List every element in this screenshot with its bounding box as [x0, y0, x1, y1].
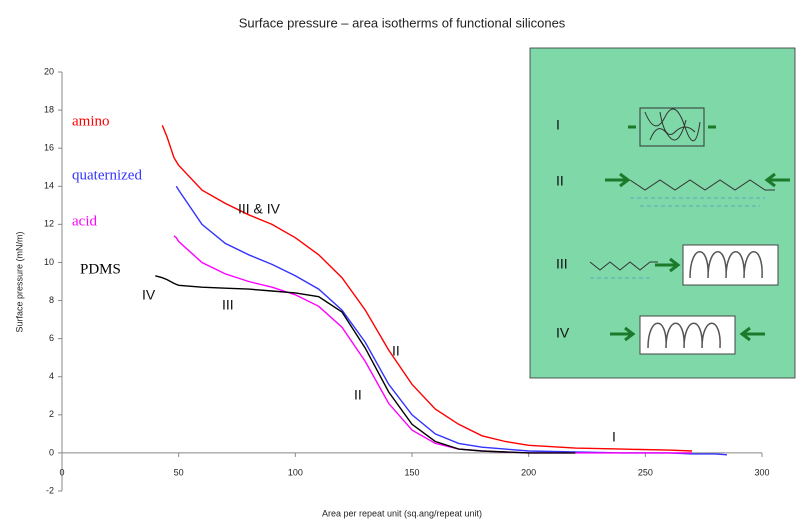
annotation: III & IV [238, 201, 281, 217]
annotation: II [392, 343, 400, 359]
x-axis-title: Area per repeat unit (sq.ang/repeat unit… [322, 508, 482, 518]
coil-box [682, 244, 779, 286]
coil [689, 251, 763, 279]
y-tick-label: 20 [44, 66, 54, 76]
x-tick-label: 50 [174, 467, 184, 477]
coil [647, 322, 721, 349]
y-tick-label: 8 [49, 295, 54, 305]
coil-box [639, 315, 736, 355]
x-tick-label: 200 [521, 467, 536, 477]
arrow [605, 172, 631, 188]
annotation: I [612, 429, 616, 445]
y-tick-label: 0 [49, 447, 54, 457]
y-tick-label: -2 [46, 485, 54, 495]
x-tick-label: 0 [59, 467, 64, 477]
inset-label: II [556, 173, 564, 189]
chain [629, 179, 775, 191]
series-line [155, 275, 576, 454]
x-tick-label: 150 [404, 467, 419, 477]
y-tick-label: 2 [49, 409, 54, 419]
inset-label: IV [556, 325, 570, 341]
tangle [644, 108, 701, 142]
x-tick-label: 300 [754, 467, 769, 477]
water [630, 197, 765, 207]
arrow [655, 257, 681, 273]
arrow [610, 326, 636, 342]
y-axis-title: Surface pressure (mN/m) [14, 231, 24, 332]
y-tick-label: 18 [44, 104, 54, 114]
annotation: III [222, 297, 234, 313]
annotation: IV [142, 287, 156, 303]
legend-label: acid [72, 213, 97, 229]
inset-label: III [556, 256, 568, 272]
y-tick-label: 6 [49, 333, 54, 343]
y-tick-label: 4 [49, 371, 54, 381]
annotation: II [354, 387, 362, 403]
arrow [739, 326, 765, 342]
y-tick-label: 12 [44, 219, 54, 229]
y-tick-label: 16 [44, 143, 54, 153]
coil-box [639, 107, 705, 147]
legend-label: amino [72, 113, 110, 129]
chart-title: Surface pressure – area isotherms of fun… [239, 15, 566, 30]
y-tick-label: 14 [44, 181, 54, 191]
x-tick-label: 100 [288, 467, 303, 477]
x-tick-label: 250 [638, 467, 653, 477]
legend-label: quaternized [72, 167, 142, 183]
series-line [161, 125, 693, 452]
arrow [764, 172, 790, 188]
y-tick-label: 10 [44, 257, 54, 267]
legend-label: PDMS [80, 261, 121, 277]
chain [589, 261, 658, 271]
inset-label: I [556, 117, 560, 133]
